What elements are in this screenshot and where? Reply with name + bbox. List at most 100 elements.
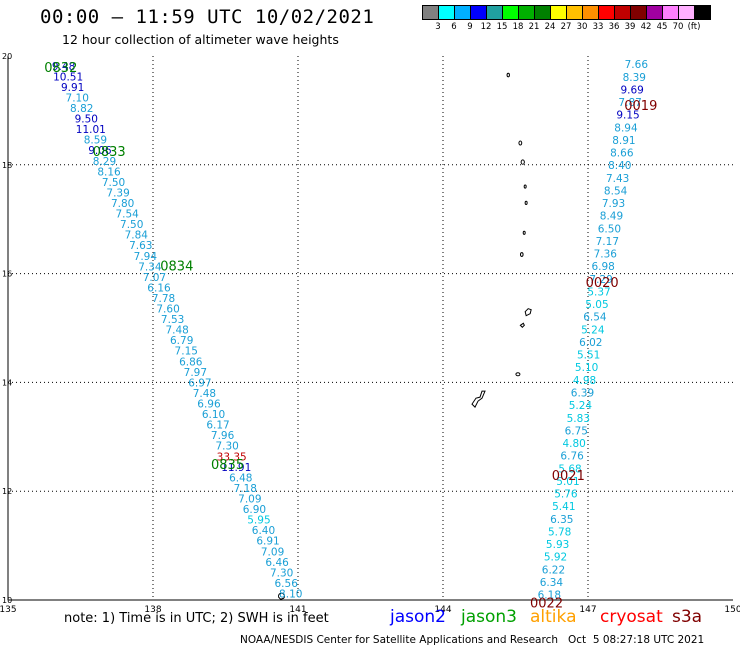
wave-height-value: 5.24 — [581, 324, 605, 336]
wave-height-value: 7.80 — [111, 198, 134, 210]
wave-height-value: 7.78 — [152, 293, 175, 305]
wave-height-value: 6.79 — [170, 335, 193, 347]
wave-height-value: 6.18 — [538, 590, 561, 602]
wave-height-value: 6.46 — [265, 557, 289, 569]
wave-height-value: 7.48 — [193, 388, 216, 400]
wave-height-value: 7.34 — [138, 261, 162, 273]
wave-height-value: 8.66 — [610, 148, 634, 160]
wave-height-value: 8.54 — [604, 185, 628, 197]
wave-height-value: 5.37 — [587, 286, 610, 298]
map-subtitle: 12 hour collection of altimeter wave hei… — [62, 32, 339, 47]
wave-height-value: 6.86 — [179, 356, 203, 368]
island-outline — [278, 592, 285, 600]
legend-jason2: jason2 — [390, 607, 446, 627]
footer-note: note: 1) Time is in UTC; 2) SWH is in fe… — [64, 611, 329, 626]
wave-height-value: 5.78 — [548, 526, 571, 538]
x-tick-label: 141 — [289, 605, 306, 615]
wave-height-value: 5.95 — [247, 515, 270, 527]
wave-height-value: 7.07 — [143, 272, 166, 284]
scale-label: 27 — [560, 22, 572, 32]
color-scale — [422, 5, 711, 20]
scale-label: 3 — [435, 22, 441, 32]
island-outline — [522, 230, 526, 235]
wave-height-value: 9.06 — [88, 145, 112, 157]
island-outline — [520, 159, 525, 165]
wave-height-value: 5.83 — [567, 413, 590, 425]
wave-height-value: 7.09 — [238, 493, 261, 505]
wave-height-value: 7.97 — [184, 367, 207, 379]
island-outline — [524, 200, 528, 205]
wave-height-value: 11.91 — [221, 462, 251, 474]
wave-height-value: 7.18 — [234, 483, 257, 495]
x-tick-label: 135 — [0, 605, 17, 615]
track-time-label: 0835 — [211, 458, 244, 473]
scale-label: 6 — [451, 22, 457, 32]
wave-height-value: 6.91 — [256, 536, 279, 548]
x-tick-label: 147 — [579, 605, 596, 615]
map-title: 00:00 – 11:59 UTC 10/02/2021 — [40, 6, 375, 28]
scale-label: 45 — [656, 22, 668, 32]
wave-height-value: 6.90 — [243, 504, 266, 516]
wave-height-value: 6.48 — [229, 472, 252, 484]
wave-height-value: 6.50 — [598, 223, 621, 235]
scale-label: 30 — [576, 22, 588, 32]
track-time-label: 0020 — [586, 276, 619, 291]
wave-height-value: 6.22 — [542, 564, 565, 576]
wave-height-value: 6.96 — [197, 399, 221, 411]
wave-height-value: 7.48 — [165, 325, 188, 337]
wave-height-value: 5.05 — [585, 299, 608, 311]
wave-height-value: 6.17 — [206, 420, 229, 432]
wave-height-value: 6.10 — [202, 409, 225, 421]
wave-height-value: 8.59 — [84, 135, 107, 147]
wave-height-value: 6.02 — [579, 337, 602, 349]
wave-height-value: 7.66 — [625, 59, 649, 71]
wave-height-value: 5.51 — [577, 350, 600, 362]
guam-outline — [471, 390, 486, 409]
footer-credit: NOAA/NESDIS Center for Satellite Applica… — [240, 634, 705, 646]
wave-height-value: 7.30 — [270, 567, 293, 579]
track-time-label: 0022 — [530, 597, 563, 612]
wave-height-value: 7.87 — [618, 97, 641, 109]
wave-height-value: 5.01 — [556, 476, 579, 488]
wave-height-value: 9.69 — [620, 84, 643, 96]
wave-height-value: 7.50 — [120, 219, 143, 231]
wave-height-value: 7.10 — [66, 92, 89, 104]
island-outline — [519, 252, 524, 257]
wave-height-value: 8.94 — [614, 122, 638, 134]
wave-height-value: 6.40 — [252, 525, 275, 537]
color-scale-labels: 3 6 9 12 15 18 21 24 27 30 33 36 39 42 45 70 (ft) — [422, 22, 702, 32]
legend-cryosat: cryosat — [600, 607, 663, 627]
island-outline — [523, 184, 527, 189]
track-time-label: 0019 — [624, 99, 657, 114]
wave-height-value: 8.91 — [612, 135, 635, 147]
wave-height-value: 7.53 — [161, 314, 184, 326]
wave-height-value: 11.01 — [76, 124, 106, 136]
scale-label: 36 — [608, 22, 620, 32]
wave-height-value: 7.94 — [134, 251, 158, 263]
scale-label: 12 — [480, 22, 492, 32]
wave-height-value: 9.91 — [61, 82, 84, 94]
wave-height-value: 7.84 — [125, 230, 149, 242]
track-time-label: 0833 — [93, 145, 126, 160]
x-tick-label: 150 — [724, 605, 740, 615]
scale-label: 70 — [672, 22, 684, 32]
wave-height-value: 4.98 — [573, 375, 596, 387]
wave-height-value: 8.49 — [600, 211, 623, 223]
wave-height-value: 6.16 — [147, 282, 171, 294]
scale-label: 9 — [467, 22, 473, 32]
y-tick-label: 16 — [2, 270, 12, 279]
wave-height-value: 7.93 — [602, 198, 625, 210]
wave-height-value: 7.43 — [606, 173, 629, 185]
wave-height-value: 9.50 — [75, 114, 98, 126]
wave-height-value: 7.96 — [211, 430, 235, 442]
wave-height-value: 7.09 — [261, 546, 284, 558]
wave-height-value: 7.17 — [596, 236, 619, 248]
scale-label: 15 — [496, 22, 508, 32]
wave-height-value: 7.15 — [175, 346, 198, 358]
wave-height-value: 33.35 — [217, 451, 247, 463]
scale-label: (ft) — [687, 22, 701, 32]
wave-height-value: 6.54 — [583, 312, 607, 324]
scale-label: 18 — [512, 22, 524, 32]
wave-height-value: 6.34 — [540, 577, 564, 589]
